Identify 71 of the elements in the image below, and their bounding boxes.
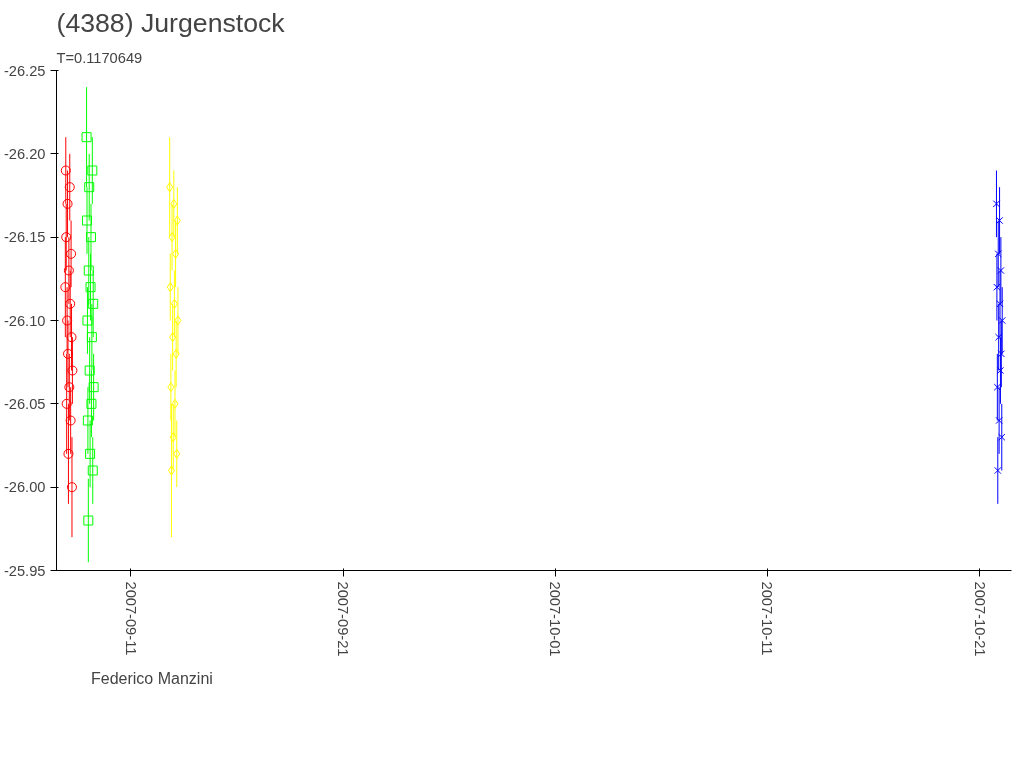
point xyxy=(172,248,180,259)
point xyxy=(63,348,73,359)
x-tick-label: 2007-09-21 xyxy=(335,581,351,657)
point xyxy=(84,182,95,193)
point xyxy=(84,365,95,376)
point xyxy=(997,350,1006,358)
point xyxy=(169,432,177,443)
point xyxy=(995,333,1003,341)
point xyxy=(87,465,98,476)
point xyxy=(993,283,1001,291)
point xyxy=(88,298,99,309)
point xyxy=(170,198,178,209)
text: Federico Manzini xyxy=(91,670,213,688)
point xyxy=(65,298,76,309)
y-tick-label: -26.25 xyxy=(3,62,46,79)
x-tick-label: 2007-10-01 xyxy=(547,581,564,657)
point xyxy=(66,248,77,259)
point xyxy=(85,448,96,459)
point xyxy=(166,282,174,293)
point xyxy=(167,382,175,393)
y-tick-label: -26.10 xyxy=(3,312,46,329)
point xyxy=(83,515,94,526)
point xyxy=(67,365,78,376)
point xyxy=(993,383,1002,391)
point xyxy=(65,415,76,426)
point xyxy=(64,182,75,193)
point xyxy=(994,466,1002,475)
y-tick-label: -26.00 xyxy=(3,479,46,496)
point xyxy=(997,266,1005,275)
point xyxy=(63,265,74,276)
point xyxy=(66,332,77,343)
point xyxy=(173,215,181,226)
point xyxy=(62,315,73,326)
point xyxy=(169,332,177,343)
point xyxy=(64,382,75,393)
point xyxy=(81,132,92,143)
point xyxy=(998,316,1006,325)
point xyxy=(87,165,98,176)
point xyxy=(995,416,1003,425)
y-tick-label: -25.95 xyxy=(3,562,46,579)
point xyxy=(167,465,175,476)
x-tick-label: 2007-10-21 xyxy=(971,581,988,657)
point xyxy=(998,433,1006,441)
point xyxy=(170,298,178,309)
point xyxy=(85,232,96,243)
point xyxy=(86,332,97,343)
point xyxy=(85,282,96,293)
x-tick-label: 2007-10-11 xyxy=(759,581,776,656)
chart-title: (4388) Jurgenstock xyxy=(56,7,286,38)
point xyxy=(171,398,179,409)
point xyxy=(992,200,1001,208)
point xyxy=(82,415,93,426)
point xyxy=(173,448,181,459)
point xyxy=(82,315,93,326)
point xyxy=(172,348,180,359)
point xyxy=(83,265,94,276)
y-tick-label: -26.15 xyxy=(3,229,46,246)
point xyxy=(166,182,174,193)
point xyxy=(994,250,1002,258)
point xyxy=(168,232,176,243)
point xyxy=(174,315,182,326)
point xyxy=(62,198,73,209)
point xyxy=(88,382,99,393)
point xyxy=(66,482,77,493)
y-tick-label: -26.05 xyxy=(3,395,46,412)
y-tick-label: -26.20 xyxy=(3,145,46,162)
point xyxy=(86,398,97,409)
point xyxy=(996,300,1004,308)
point xyxy=(82,215,93,226)
x-tick-label: 2007-09-11 xyxy=(122,581,139,656)
chart-subtitle: T=0.1170649 xyxy=(56,49,143,66)
